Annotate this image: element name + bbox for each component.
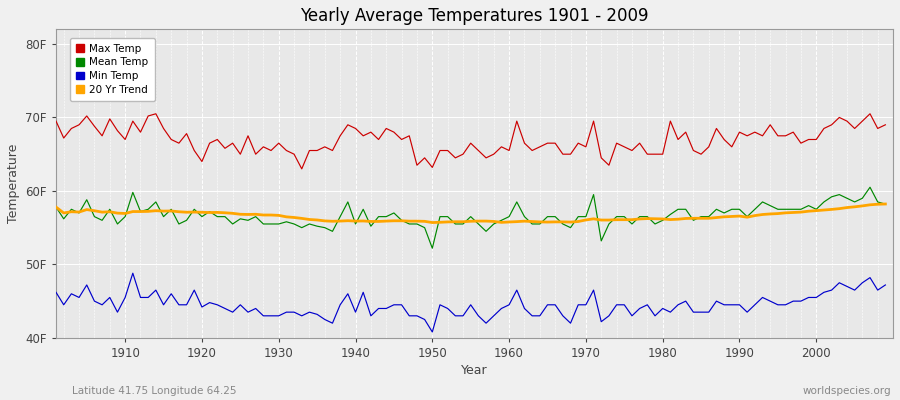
Legend: Max Temp, Mean Temp, Min Temp, 20 Yr Trend: Max Temp, Mean Temp, Min Temp, 20 Yr Tre… — [69, 38, 155, 101]
Title: Yearly Average Temperatures 1901 - 2009: Yearly Average Temperatures 1901 - 2009 — [301, 7, 649, 25]
Text: Latitude 41.75 Longitude 64.25: Latitude 41.75 Longitude 64.25 — [72, 386, 237, 396]
Text: worldspecies.org: worldspecies.org — [803, 386, 891, 396]
Y-axis label: Temperature: Temperature — [7, 144, 20, 223]
X-axis label: Year: Year — [461, 364, 488, 377]
